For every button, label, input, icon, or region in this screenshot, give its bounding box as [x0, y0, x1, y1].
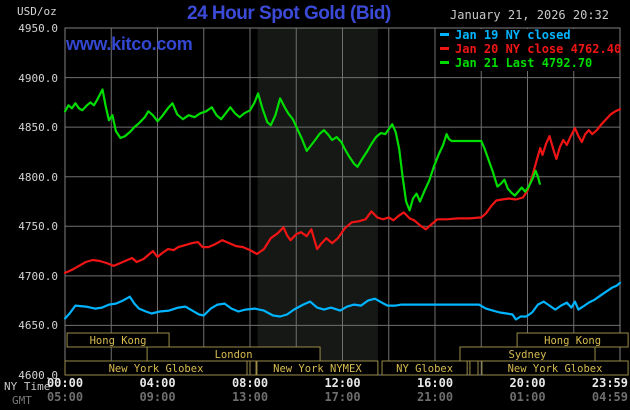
x-tick-label-gmt: 21:00 — [416, 390, 454, 404]
legend-dash-icon — [440, 47, 449, 50]
x-tick-label-ny: 08:00 — [231, 376, 269, 390]
session-label: London — [215, 349, 253, 361]
x-tick-label-gmt: 01:00 — [509, 390, 546, 404]
series-jan-21-last — [63, 88, 541, 212]
legend-item-jan21: Jan 21 Last 4792.70 — [440, 56, 621, 70]
x-tick-label-ny: 16:00 — [416, 376, 454, 390]
series-jan-19-ny-closed — [63, 281, 622, 321]
legend-dash-icon — [440, 61, 449, 64]
legend: Jan 19 NY closed Jan 20 NY close 4762.40… — [440, 28, 621, 70]
y-tick-label: 4850.0 — [18, 121, 58, 135]
x-tick-label-ny: 00:00 — [46, 376, 84, 390]
session-box — [64, 360, 248, 376]
page-title: 24 Hour Spot Gold (Bid) — [187, 3, 391, 24]
x-tick-label-ny: 23:59 — [591, 376, 628, 390]
y-tick-label: 4650.0 — [18, 319, 58, 333]
x-axis-row-label-gmt: GMT — [12, 394, 32, 407]
y-tick-label: 4750.0 — [18, 220, 58, 234]
y-tick-label: 4700.0 — [18, 269, 58, 283]
session-label: Hong Kong — [544, 335, 601, 347]
legend-label: Jan 20 NY close 4762.40 — [455, 42, 622, 56]
x-tick-label-gmt: 04:59 — [591, 390, 628, 404]
legend-backdrop — [437, 29, 619, 71]
legend-item-jan20: Jan 20 NY close 4762.40 — [440, 42, 621, 56]
kitco-watermark: www.kitco.com — [66, 34, 193, 54]
session-label: Sydney — [509, 349, 547, 361]
x-axis-row-label-ny-time: NY Time — [4, 380, 51, 393]
legend-item-jan19: Jan 19 NY closed — [440, 28, 621, 42]
y-tick-label: 4950.0 — [18, 22, 58, 35]
session-box — [469, 360, 479, 376]
nymex-session-band — [257, 28, 378, 375]
session-box — [481, 360, 629, 376]
y-tick-label: 4900.0 — [18, 71, 58, 85]
x-tick-label-gmt: 05:00 — [46, 390, 84, 404]
x-tick-label-ny: 04:00 — [139, 376, 176, 390]
session-box — [66, 332, 170, 348]
y-tick-label: 4800.0 — [18, 170, 58, 184]
session-box — [249, 360, 257, 376]
session-label: NY Globex — [396, 363, 453, 375]
x-tick-label-gmt: 09:00 — [139, 390, 176, 404]
session-box — [256, 360, 379, 376]
session-box — [381, 360, 468, 376]
legend-label: Jan 21 Last 4792.70 — [455, 56, 593, 70]
y-tick-label: 4600.0 — [18, 369, 58, 382]
x-tick-label-ny: 20:00 — [509, 376, 546, 390]
legend-label: Jan 19 NY closed — [455, 28, 571, 42]
session-label: Hong Kong — [90, 335, 147, 347]
x-tick-label-gmt: 17:00 — [324, 390, 361, 404]
x-tick-label-gmt: 13:00 — [231, 390, 269, 404]
session-label: New York Globex — [508, 363, 603, 375]
series-jan-20-ny-close — [63, 108, 622, 274]
chart-datetime: January 21, 2026 20:32 — [450, 8, 609, 22]
x-tick-label-ny: 12:00 — [324, 376, 361, 390]
y-axis-units-label: USD/oz — [17, 5, 57, 18]
legend-dash-icon — [440, 33, 449, 36]
session-label: New York Globex — [109, 363, 204, 375]
session-label: New York NYMEX — [273, 363, 362, 375]
